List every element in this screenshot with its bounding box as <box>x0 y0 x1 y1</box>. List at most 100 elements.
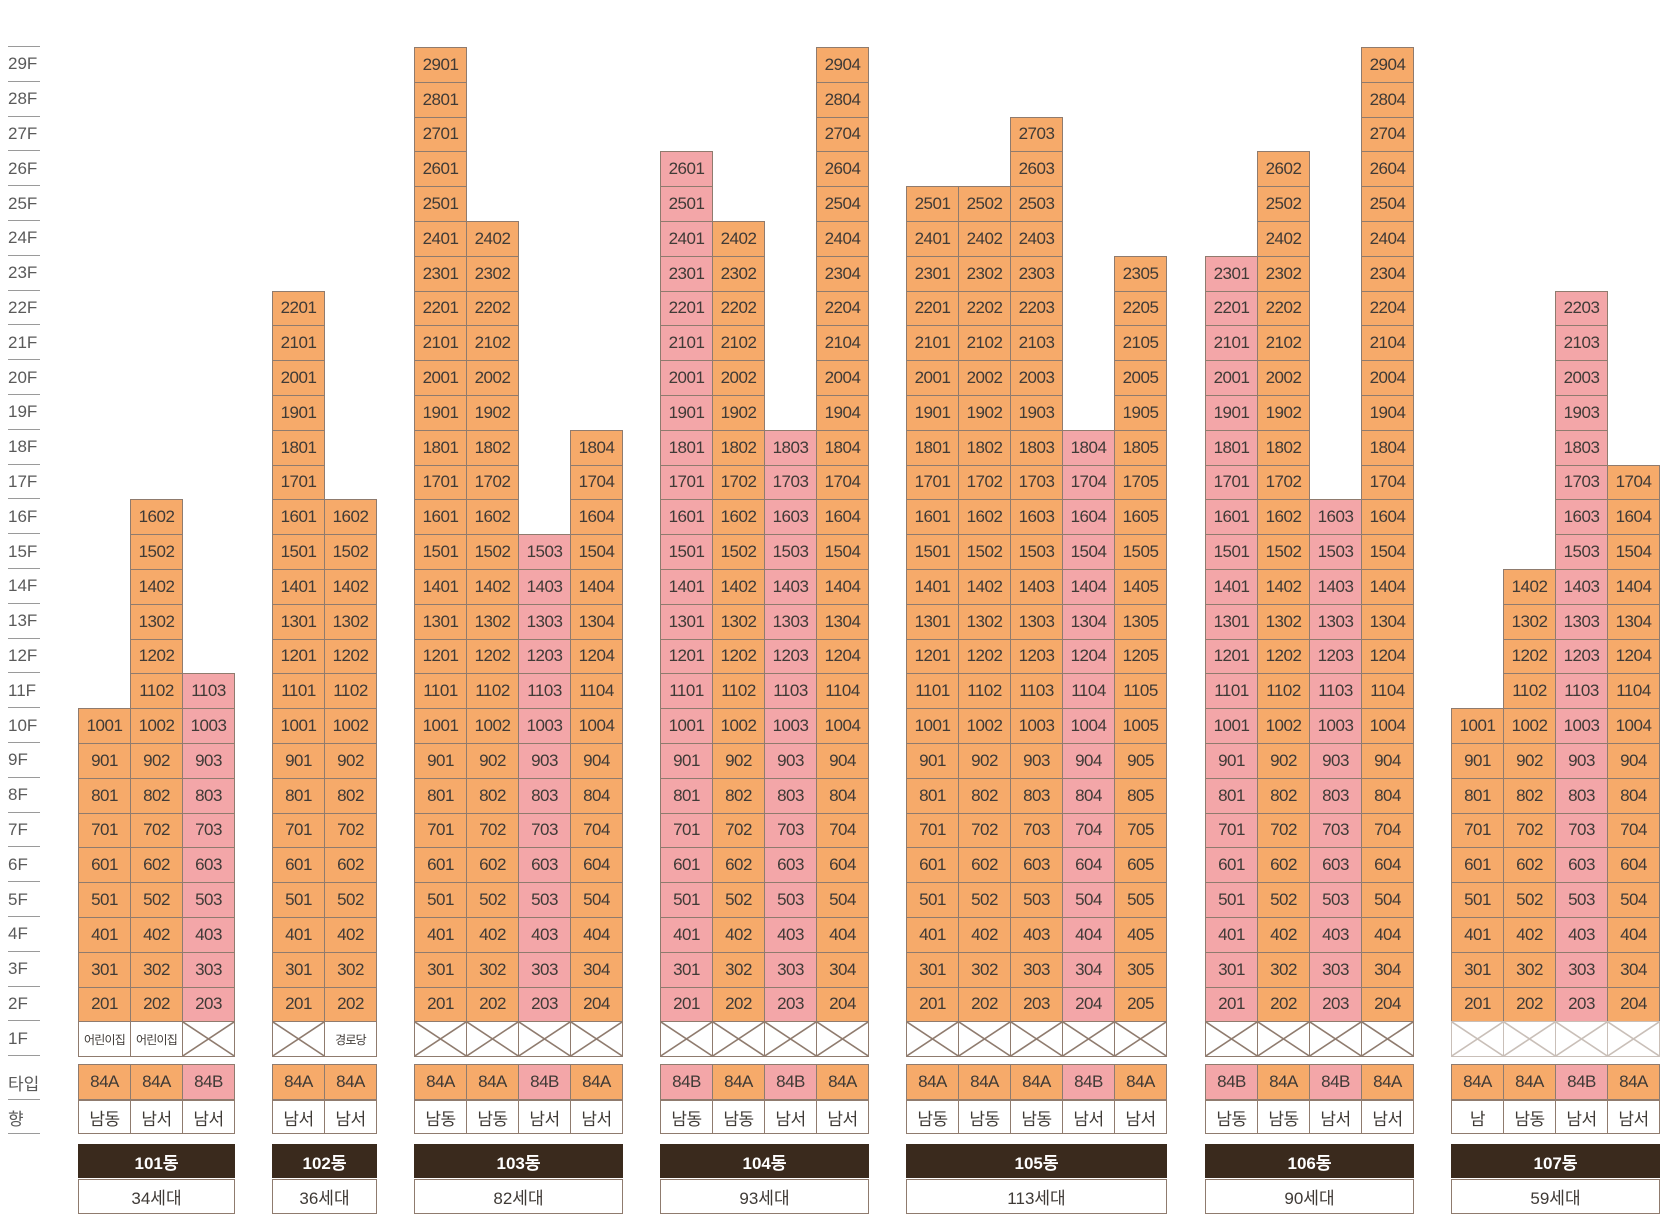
unit-cell: 401 <box>414 917 467 953</box>
unit-cell: 1101 <box>414 673 467 710</box>
unit-cell: 2504 <box>816 186 869 222</box>
unit-cell: 1703 <box>764 464 817 501</box>
floor-divider <box>8 46 40 47</box>
unit-cell: 1404 <box>816 569 869 605</box>
unit-type-cell: 84A <box>324 1064 377 1100</box>
unit-type-cell: 84B <box>518 1064 571 1100</box>
unit-cell: 2704 <box>1361 116 1414 153</box>
unit-cell: 1902 <box>1257 395 1310 431</box>
unit-cell: 602 <box>712 847 765 884</box>
unit-cell: 701 <box>1205 812 1258 849</box>
unit-cell: 1004 <box>570 708 623 744</box>
unit-cell: 204 <box>1361 986 1414 1023</box>
unit-cell: 1503 <box>1010 534 1063 570</box>
unit-cell: 1601 <box>414 499 467 536</box>
unit-cell: 2601 <box>414 151 467 188</box>
unit-cell: 603 <box>1555 847 1608 884</box>
ground-empty-cell <box>958 1021 1011 1058</box>
ground-facility-cell: 어린이집 <box>78 1021 131 1058</box>
unit-cell: 505 <box>1114 882 1167 918</box>
unit-cell: 605 <box>1114 847 1167 884</box>
unit-cell: 1903 <box>1555 395 1608 431</box>
unit-cell: 401 <box>272 917 325 953</box>
unit-cell: 1102 <box>958 673 1011 710</box>
unit-cell: 704 <box>1607 812 1660 849</box>
unit-cell: 504 <box>816 882 869 918</box>
unit-cell: 1301 <box>660 603 713 640</box>
unit-cell: 303 <box>1555 951 1608 988</box>
unit-cell: 2601 <box>660 151 713 188</box>
direction-cell: 남서 <box>1361 1100 1414 1134</box>
direction-cell: 남서 <box>570 1100 623 1134</box>
unit-cell: 702 <box>958 812 1011 849</box>
unit-cell: 203 <box>518 986 571 1023</box>
unit-cell: 702 <box>712 812 765 849</box>
unit-cell: 1103 <box>1010 673 1063 710</box>
unit-cell: 302 <box>958 951 1011 988</box>
floor-label: 4F <box>8 924 28 944</box>
unit-cell: 1801 <box>414 429 467 466</box>
ground-empty-cell <box>182 1021 235 1058</box>
unit-cell: 2804 <box>1361 81 1414 118</box>
unit-cell: 1704 <box>570 464 623 501</box>
unit-cell: 901 <box>1205 743 1258 779</box>
unit-cell: 1302 <box>130 603 183 640</box>
unit-cell: 803 <box>1010 777 1063 814</box>
unit-cell: 202 <box>712 986 765 1023</box>
unit-cell: 2402 <box>712 221 765 257</box>
unit-cell: 1003 <box>182 708 235 744</box>
unit-cell: 802 <box>712 777 765 814</box>
unit-type-cell: 84A <box>570 1064 623 1100</box>
unit-cell: 401 <box>660 917 713 953</box>
building-name-bar: 103동 <box>414 1144 623 1178</box>
unit-cell: 1402 <box>958 569 1011 605</box>
unit-cell: 1103 <box>518 673 571 710</box>
unit-type-cell: 84A <box>1607 1064 1660 1100</box>
unit-type-cell: 84A <box>1257 1064 1310 1100</box>
unit-cell: 1001 <box>272 708 325 744</box>
unit-cell: 1101 <box>660 673 713 710</box>
unit-cell: 2201 <box>272 290 325 327</box>
unit-cell: 401 <box>1451 917 1504 953</box>
unit-cell: 1304 <box>570 603 623 640</box>
direction-cell: 남동 <box>660 1100 713 1134</box>
ground-empty-cell <box>414 1021 467 1058</box>
floor-label: 28F <box>8 89 38 109</box>
unit-cell: 601 <box>660 847 713 884</box>
unit-cell: 1202 <box>324 638 377 675</box>
unit-cell: 1604 <box>816 499 869 536</box>
unit-cell: 1502 <box>1257 534 1310 570</box>
unit-cell: 703 <box>1010 812 1063 849</box>
unit-type-cell: 84B <box>1555 1064 1608 1100</box>
direction-cell: 남동 <box>1010 1100 1063 1134</box>
unit-cell: 403 <box>1555 917 1608 953</box>
unit-cell: 2404 <box>1361 221 1414 257</box>
unit-cell: 1602 <box>466 499 519 536</box>
unit-cell: 903 <box>1555 743 1608 779</box>
floor-divider <box>8 916 40 917</box>
direction-cell: 남서 <box>130 1100 183 1134</box>
unit-cell: 1201 <box>272 638 325 675</box>
unit-cell: 1501 <box>1205 534 1258 570</box>
unit-cell: 2401 <box>906 221 959 257</box>
unit-cell: 205 <box>1114 986 1167 1023</box>
empty-unit-cross-icon <box>817 1022 868 1056</box>
unit-cell: 404 <box>570 917 623 953</box>
unit-cell: 803 <box>1309 777 1362 814</box>
floor-label: 8F <box>8 785 28 805</box>
floor-label: 3F <box>8 959 28 979</box>
ground-empty-cell <box>570 1021 623 1058</box>
unit-cell: 501 <box>906 882 959 918</box>
unit-cell: 204 <box>816 986 869 1023</box>
floor-divider <box>8 289 40 291</box>
unit-cell: 203 <box>1555 986 1608 1023</box>
building-name-bar: 105동 <box>906 1144 1167 1178</box>
empty-unit-cross-icon <box>1362 1022 1413 1056</box>
unit-cell: 1104 <box>1607 673 1660 710</box>
unit-cell: 503 <box>1010 882 1063 918</box>
unit-cell: 2005 <box>1114 360 1167 396</box>
unit-type-cell: 84A <box>958 1064 1011 1100</box>
unit-cell: 1302 <box>712 603 765 640</box>
floor-label: 6F <box>8 854 28 874</box>
unit-cell: 401 <box>78 917 131 953</box>
